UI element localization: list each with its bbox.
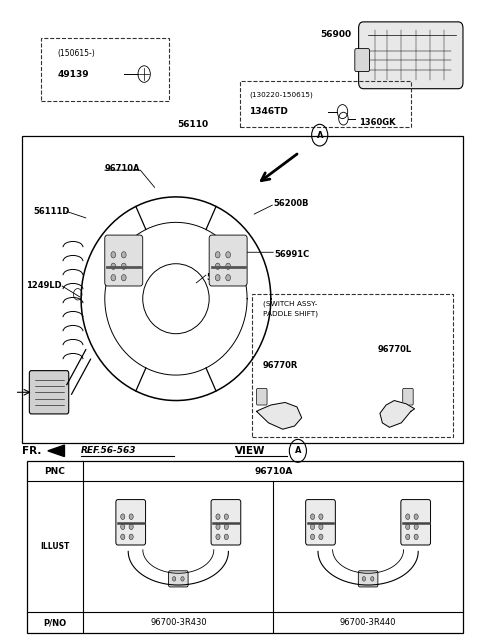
Circle shape [414,514,418,519]
FancyBboxPatch shape [116,499,145,545]
Circle shape [216,263,220,270]
Text: A: A [316,131,323,140]
Circle shape [216,275,220,281]
Text: 96770R: 96770R [263,361,298,370]
FancyBboxPatch shape [211,499,241,545]
Text: 1346TD: 1346TD [250,107,288,116]
Circle shape [129,514,133,519]
Text: PADDLE SHIFT): PADDLE SHIFT) [263,310,318,317]
FancyBboxPatch shape [105,235,143,286]
FancyBboxPatch shape [359,571,378,587]
Circle shape [319,514,323,519]
Text: 96700-3R440: 96700-3R440 [340,618,396,627]
FancyBboxPatch shape [257,388,267,405]
FancyBboxPatch shape [168,571,188,587]
Circle shape [406,524,410,530]
Circle shape [120,524,125,530]
Circle shape [216,252,220,258]
Text: P/NO: P/NO [43,618,67,627]
Text: (150615-): (150615-) [57,49,95,58]
Circle shape [311,524,315,530]
Circle shape [120,534,125,540]
Text: 56110: 56110 [177,121,208,130]
Text: 1360GK: 1360GK [359,118,395,127]
Circle shape [224,534,228,540]
Text: 96770L: 96770L [378,345,412,354]
Text: 96710A: 96710A [254,467,292,476]
Circle shape [216,534,220,540]
FancyBboxPatch shape [29,370,69,414]
Circle shape [311,534,315,540]
Text: FR.: FR. [22,446,41,456]
Circle shape [406,534,410,540]
Text: 96700-3R430: 96700-3R430 [150,618,206,627]
Circle shape [111,252,116,258]
Circle shape [111,263,116,270]
Circle shape [311,514,315,519]
Circle shape [414,524,418,530]
Circle shape [226,252,230,258]
Polygon shape [380,401,415,428]
Circle shape [129,534,133,540]
Circle shape [224,514,228,519]
Circle shape [121,252,126,258]
Text: VIEW: VIEW [235,446,266,456]
Circle shape [129,524,133,530]
Circle shape [120,514,125,519]
Text: 96710A: 96710A [105,164,140,173]
FancyBboxPatch shape [355,49,370,71]
Circle shape [216,514,220,519]
Polygon shape [48,445,64,456]
Text: 49139: 49139 [57,69,89,78]
Circle shape [371,577,374,581]
Circle shape [121,263,126,270]
FancyBboxPatch shape [401,499,431,545]
Text: 56200B: 56200B [273,199,309,208]
Circle shape [181,577,184,581]
Text: 56991C: 56991C [274,250,310,259]
Circle shape [362,577,366,581]
Circle shape [319,534,323,540]
Text: ILLUST: ILLUST [40,542,70,551]
FancyBboxPatch shape [359,22,463,89]
Circle shape [226,275,230,281]
Text: PNC: PNC [45,467,65,476]
Circle shape [414,534,418,540]
Text: 56900: 56900 [321,30,352,39]
Text: 56182: 56182 [207,273,236,282]
Text: A: A [295,446,301,455]
Text: 56111D: 56111D [34,207,70,216]
Circle shape [216,524,220,530]
Text: (SWITCH ASSY-: (SWITCH ASSY- [263,300,317,307]
Text: REF.56-563: REF.56-563 [81,446,137,455]
Circle shape [121,275,126,281]
FancyBboxPatch shape [209,235,247,286]
Circle shape [224,524,228,530]
Circle shape [319,524,323,530]
Text: (130220-150615): (130220-150615) [250,91,313,98]
Circle shape [406,514,410,519]
FancyBboxPatch shape [306,499,336,545]
Circle shape [111,275,116,281]
Text: 1249LD: 1249LD [25,281,61,290]
Circle shape [226,263,230,270]
Circle shape [172,577,176,581]
Polygon shape [257,403,301,429]
FancyBboxPatch shape [403,388,413,405]
